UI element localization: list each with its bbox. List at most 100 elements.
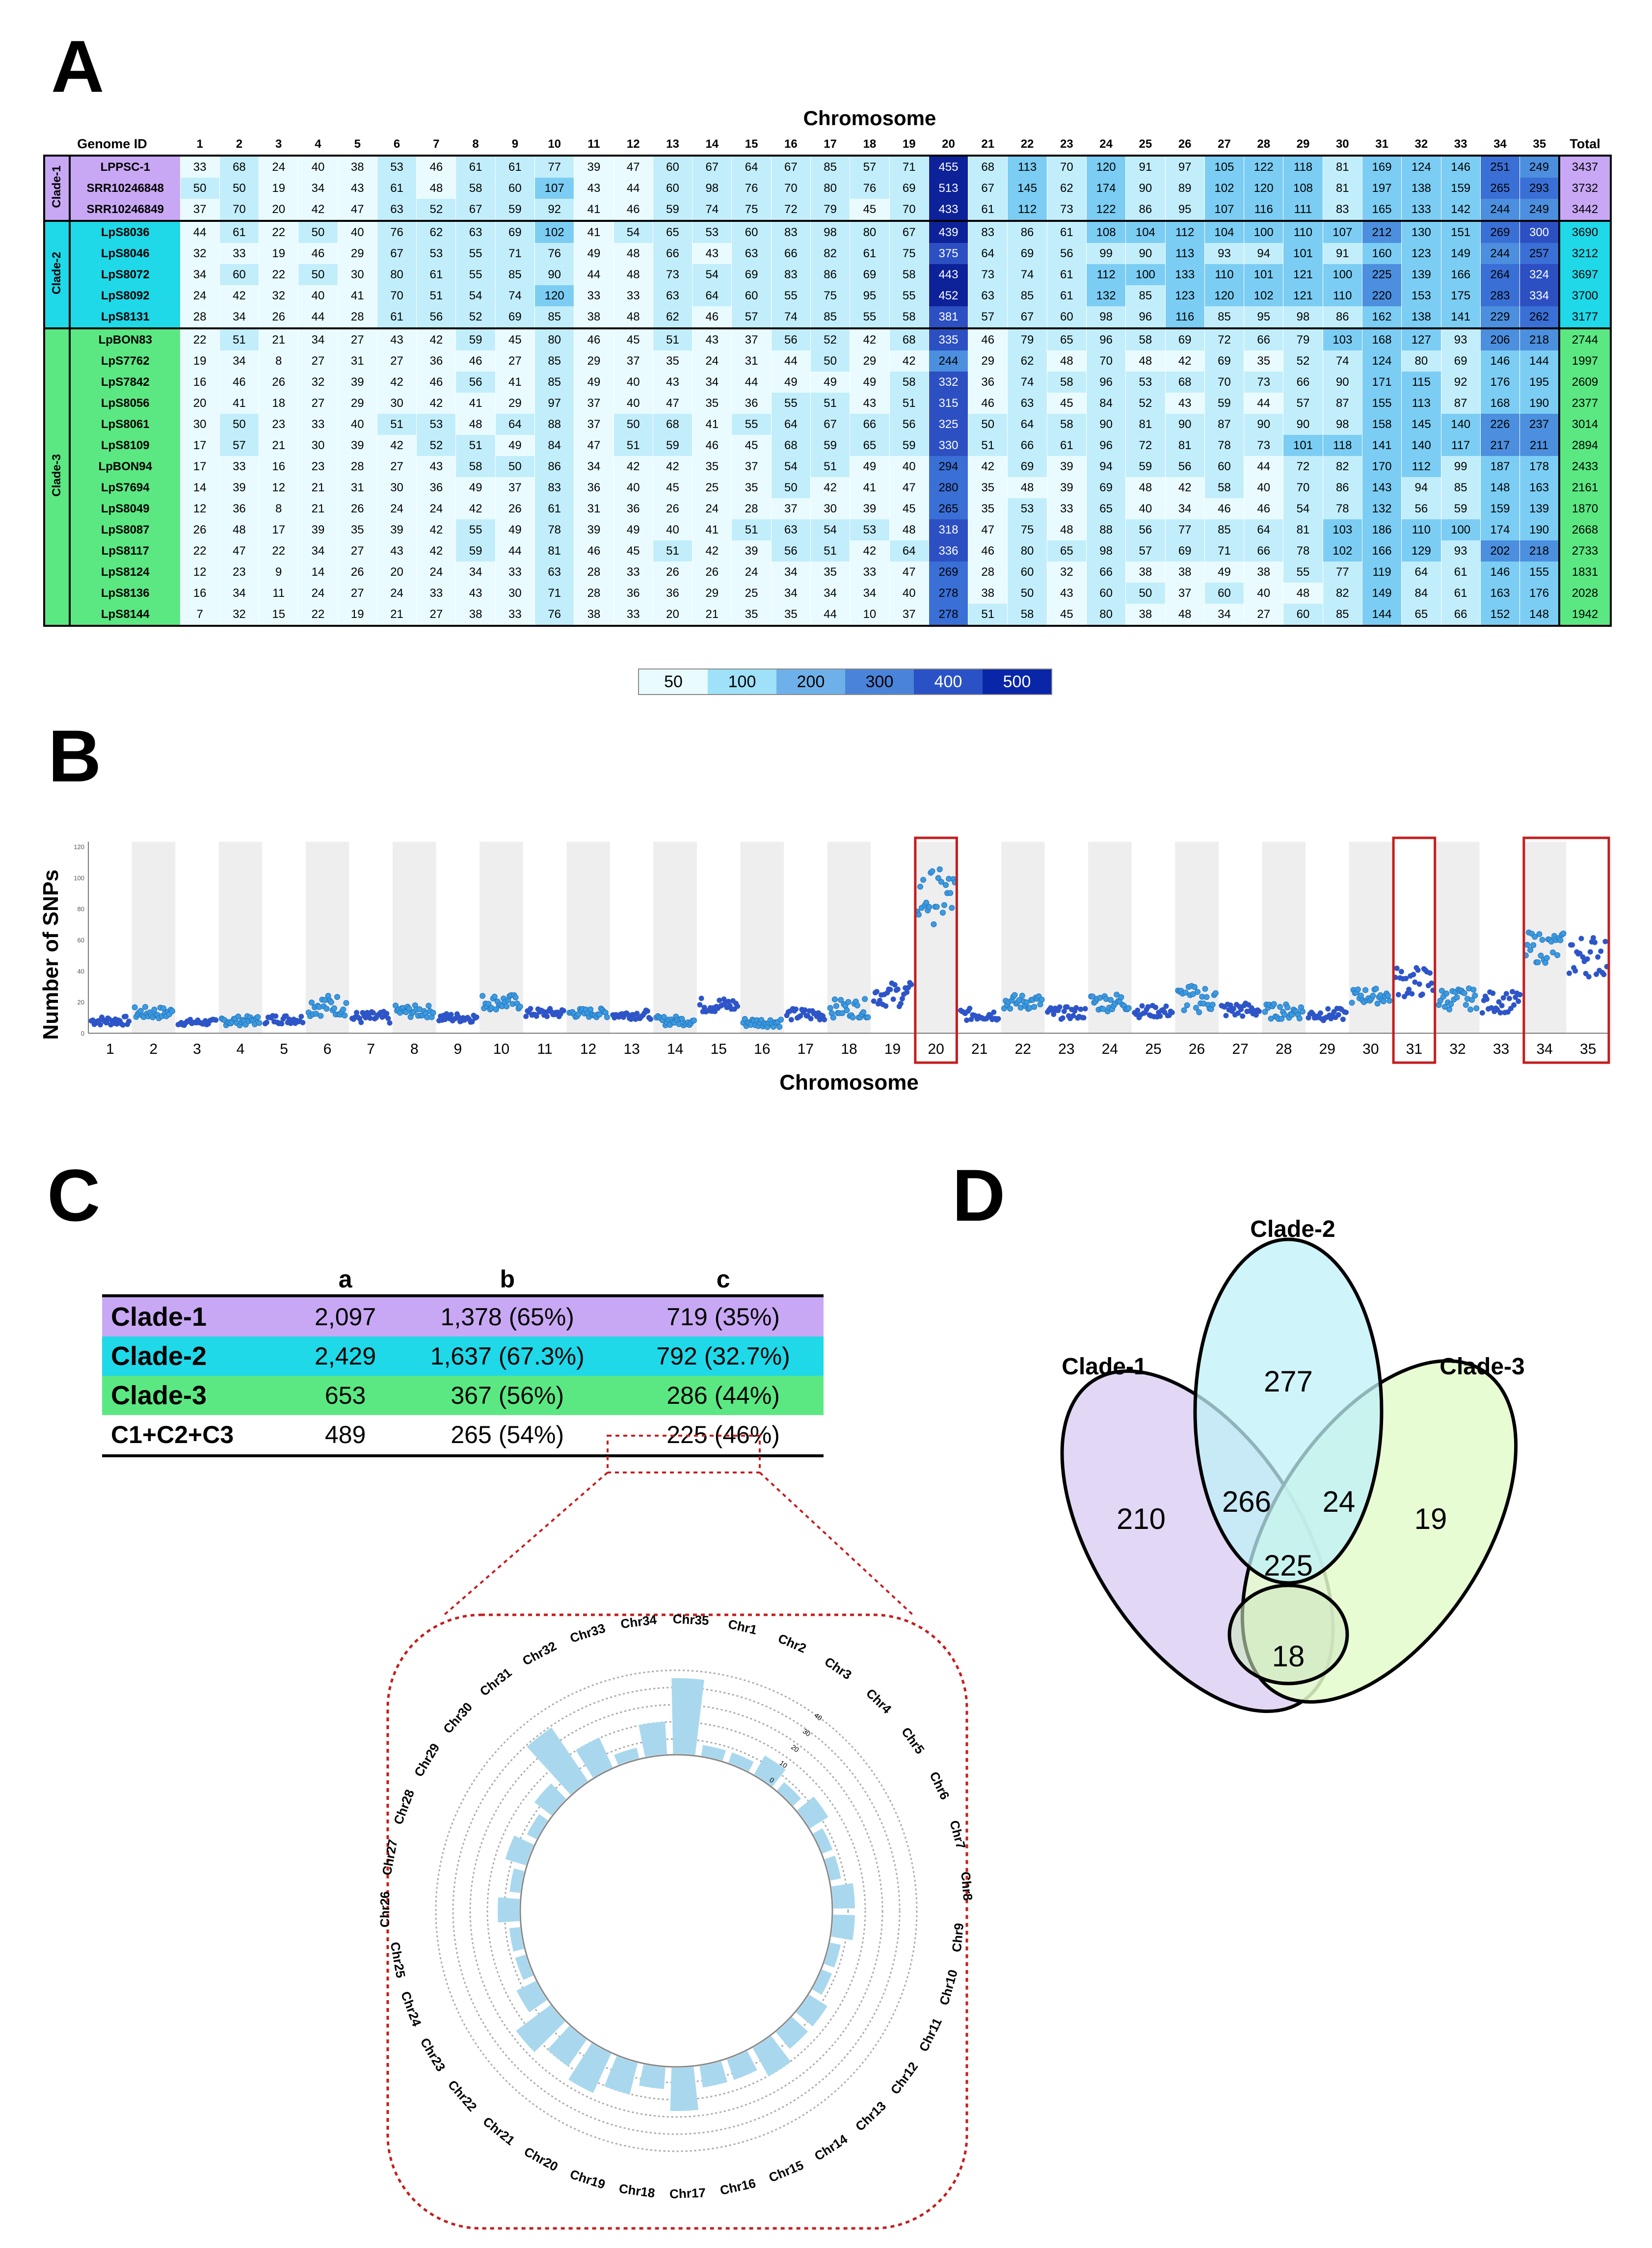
heat-cell: 58 (1007, 604, 1047, 627)
snp-point (370, 1010, 376, 1016)
heat-cell: 52 (416, 199, 456, 222)
heat-cell: 62 (1046, 178, 1087, 199)
heat-cell: 76 (376, 220, 417, 243)
panel-a-letter: A (51, 25, 105, 107)
heat-cell: 170 (1361, 456, 1402, 477)
heat-cell: 51 (376, 414, 417, 435)
snp-point (491, 993, 498, 1000)
heat-cell: 40 (889, 583, 929, 604)
heat-cell: 48 (1125, 477, 1166, 498)
heat-cell: 218 (1519, 327, 1559, 350)
table-row: Clade-1 LPPSC-1 33 68 24 40 38 53 46 61 61 77 39 47 60… (43, 155, 1612, 222)
heat-cell: 78 (1322, 498, 1362, 519)
chromosome-label: Chr3 (822, 1654, 854, 1683)
heat-cell: 88 (534, 414, 574, 435)
snp-point (1212, 990, 1219, 996)
snp-point (1253, 1012, 1259, 1018)
chromosome-header: 9 (511, 137, 519, 151)
heat-cell: 32 (219, 604, 259, 627)
heat-cell: 21 (298, 477, 338, 498)
table-row: SRR10246848 50 50 19 34 43 61 48 58 60 107 43 44 60 98… (44, 178, 1612, 199)
genome-id: LpS8049 (70, 498, 180, 519)
heat-cell: 34 (771, 562, 811, 583)
snp-point (964, 1017, 970, 1023)
heat-cell: 64 (1244, 519, 1283, 540)
heat-cell: 60 (731, 220, 772, 243)
total-cell: 3697 (1558, 264, 1612, 285)
heat-cell: 139 (1401, 264, 1441, 285)
heat-cell: 139 (1519, 498, 1559, 519)
heat-cell: 103 (1322, 519, 1362, 540)
table-row: LpS8049 12 36 8 21 26 24 24 42 26 61 31 36 26 24 28 37 30… (44, 498, 1612, 519)
chromosome-label: Chr14 (812, 2131, 851, 2164)
heat-cell: 37 (731, 456, 772, 477)
heat-cell: 155 (1361, 393, 1402, 414)
snp-point (1184, 1002, 1190, 1009)
value-b: 367 (56%) (392, 1376, 623, 1415)
heat-cell: 34 (298, 540, 338, 562)
snp-point (1598, 948, 1604, 954)
heat-cell: 70 (771, 178, 811, 199)
snp-point (1454, 994, 1460, 1001)
heat-cell: 47 (889, 562, 929, 583)
chromosome-label: Chr29 (411, 1741, 443, 1780)
circos-bar (639, 1721, 667, 1757)
heat-cell: 36 (574, 477, 614, 498)
heat-cell: 44 (180, 220, 220, 243)
heat-cell: 168 (1480, 393, 1520, 414)
heat-cell: 237 (1519, 414, 1559, 435)
table-row: LpS8061 30 50 23 33 40 51 53 48 64 88 37 50 68 41 55 64 6… (44, 414, 1612, 435)
snp-point (1516, 998, 1521, 1004)
circos-ring (469, 1704, 883, 2118)
snp-point (256, 1020, 263, 1026)
heat-cell: 61 (416, 264, 456, 285)
count-clade2-clade3: 24 (1323, 1485, 1356, 1518)
snp-point (1595, 954, 1601, 960)
table-row: LpS8056 20 41 18 27 29 30 42 41 29 97 37 40 47 35 36 55 5… (44, 393, 1612, 414)
heat-cell: 36 (968, 372, 1008, 393)
snp-point (1570, 942, 1575, 948)
heat-cell: 56 (1046, 243, 1087, 264)
heat-cell: 48 (1046, 519, 1087, 540)
table-row: LpS8087 26 48 17 39 35 39 42 55 49 78 39 49 40 41 51 63 5… (44, 519, 1612, 540)
heat-cell: 40 (298, 285, 338, 306)
heat-cell: 51 (219, 327, 259, 350)
snp-point (895, 986, 901, 992)
heat-cell: 40 (337, 220, 377, 243)
chromosome-label: Chr5 (899, 1724, 928, 1757)
snp-point (1592, 939, 1598, 945)
heat-cell: 36 (613, 583, 653, 604)
heat-cell: 71 (534, 583, 574, 604)
snp-point (1090, 993, 1096, 1000)
heat-cell: 8 (259, 498, 298, 519)
circos-bar (639, 2064, 666, 2089)
heat-cell: 63 (534, 562, 574, 583)
heat-cell: 95 (1244, 306, 1283, 329)
heat-cell: 27 (298, 350, 338, 372)
heat-cell: 85 (1204, 306, 1244, 329)
heat-cell: 38 (1165, 562, 1205, 583)
heat-cell: 39 (731, 540, 772, 562)
snp-point (126, 1018, 132, 1024)
heat-cell: 48 (219, 519, 259, 540)
heat-cell: 72 (1204, 327, 1244, 350)
genome-id: LpS8117 (70, 540, 180, 562)
heat-cell: 65 (1046, 327, 1087, 350)
heat-cell: 7 (180, 604, 220, 627)
snp-point (1467, 1006, 1474, 1013)
chromosome-label: Chr22 (445, 2077, 480, 2114)
snp-point (1081, 1015, 1087, 1020)
heat-cell: 71 (889, 155, 929, 178)
circos-bar (534, 1783, 566, 1816)
heat-cell: 334 (1519, 285, 1559, 306)
heat-cell: 90 (1125, 178, 1166, 199)
total-cell: 2733 (1558, 540, 1612, 562)
heat-cell: 148 (1480, 477, 1520, 498)
heat-cell: 50 (219, 178, 259, 199)
heat-cell: 86 (1007, 220, 1047, 243)
heat-cell: 82 (1322, 456, 1362, 477)
snp-point (318, 1013, 324, 1019)
heat-cell: 112 (1007, 199, 1047, 222)
heat-cell: 49 (771, 372, 811, 393)
heat-cell: 46 (416, 155, 456, 178)
